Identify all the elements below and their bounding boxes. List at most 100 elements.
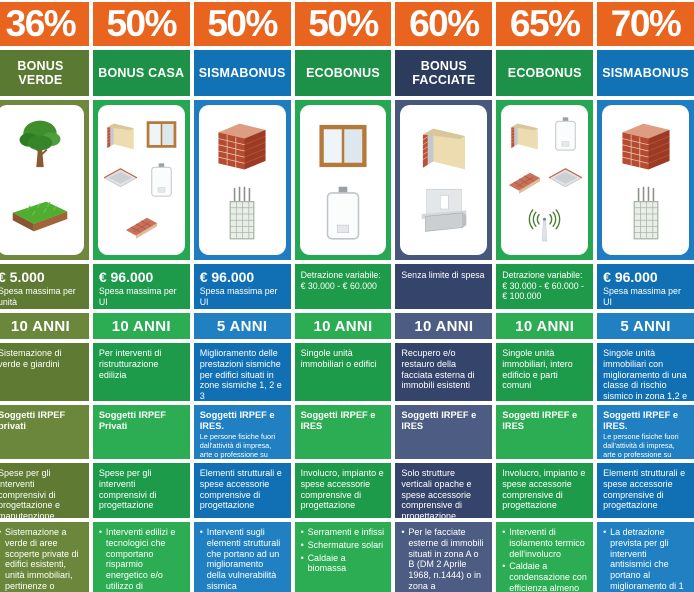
window-icon [142, 115, 181, 154]
covered-expenses: Involucro, impianto e spese accessorie c… [496, 463, 594, 518]
eligible-subjects: Soggetti IRPEF e IRES [395, 405, 493, 459]
eligible-works: Per interventi di ristrutturazione edili… [92, 343, 190, 401]
tree-icon [9, 115, 71, 177]
wall-insulation-icon [505, 115, 544, 154]
intervention-item: Serramenti e infissi [301, 527, 386, 538]
detraction-years: 5 ANNI [193, 313, 291, 339]
illustration-card [299, 105, 387, 255]
limit-amount: € 96.000 [98, 269, 154, 285]
illustration-card [0, 105, 84, 255]
eligible-subjects: Soggetti IRPEF privati [0, 405, 89, 459]
percentage-value: 50% [294, 2, 392, 46]
intervention-item: Sistemazione a verde di aree scoperte pr… [0, 527, 83, 592]
percentage-value: 50% [193, 2, 291, 46]
boiler-icon [142, 161, 181, 200]
bonus-name: ECOBONUS [294, 50, 392, 96]
concrete-column-icon [211, 183, 273, 245]
bonus-column-3: 50% SISMABONUS € 96.000 Spesa massima pe… [193, 2, 291, 592]
superbonus-note: Le persone fisiche fuori dall'attività d… [603, 432, 679, 459]
bonus-name: BONUS FACCIATE [395, 50, 493, 96]
intervention-item: Schermature solari [301, 540, 386, 551]
eligible-subjects: Soggetti IRPEF e IRES [496, 405, 594, 459]
covered-expenses: Elementi strutturali e spese accessorie … [597, 463, 694, 518]
eligible-subjects: Soggetti IRPEF e IRES. Le persone fisich… [193, 405, 291, 459]
bonus-name: BONUS CASA [92, 50, 190, 96]
detraction-years: 10 ANNI [92, 313, 190, 339]
limit-amount: € 96.000 [199, 269, 255, 285]
roof-tiles-icon [122, 206, 161, 245]
illustration-panel [395, 100, 493, 260]
boiler-icon [546, 115, 585, 154]
limit-note: Detrazione variabile: € 30.000 - € 60.00… [502, 270, 584, 302]
eligible-works: Singole unità immobiliari con migliorame… [597, 343, 694, 401]
subjects-label: Soggetti IRPEF privati [0, 410, 66, 432]
spending-limit: Detrazione variabile: € 30.000 - € 60.00… [496, 264, 594, 309]
intervention-item: La detrazione prevista per gli intervent… [603, 527, 688, 592]
illustration-panel [92, 100, 190, 260]
percentage-value: 70% [597, 2, 694, 46]
intervention-item: Caldaie a condensazione con efficienza a… [502, 561, 587, 592]
superbonus-note: Le persone fisiche fuori dall'attività d… [199, 432, 276, 459]
antenna-icon [525, 206, 564, 245]
covered-expenses: Spese per gli interventi comprensivi di … [0, 463, 89, 518]
percentage-value: 36% [0, 2, 89, 46]
illustration-card [602, 105, 689, 255]
limit-note: Spesa massima per UI [199, 286, 278, 307]
subjects-label: Soggetti IRPEF e IRES [401, 410, 477, 432]
spending-limit: € 96.000 Spesa massima per UI [193, 264, 291, 309]
eligible-works: Singole unità immobiliari, intero edific… [496, 343, 594, 401]
detraction-years: 5 ANNI [597, 313, 694, 339]
subjects-label: Soggetti IRPEF e IRES [502, 410, 578, 432]
interventions-list: Interventi edilizi e tecnologici che com… [92, 522, 190, 592]
window-icon [312, 115, 374, 177]
illustration-card [400, 105, 488, 255]
limit-amount: € 5.000 [0, 269, 45, 285]
intervention-item: Interventi edilizi e tecnologici che com… [99, 527, 184, 592]
interventions-list: La detrazione prevista per gli intervent… [597, 522, 694, 592]
subjects-label: Soggetti IRPEF e IRES. [603, 410, 679, 432]
illustration-panel [597, 100, 694, 260]
illustration-panel [294, 100, 392, 260]
detraction-years: 10 ANNI [496, 313, 594, 339]
bonus-column-5: 60% BONUS FACCIATE Senza limite di spesa… [395, 2, 493, 592]
bonus-column-1: 36% BONUS VERDE € 5.000 Spesa massima pe… [0, 2, 89, 592]
subjects-label: Soggetti IRPEF Privati [98, 410, 166, 432]
spending-limit: € 96.000 Spesa massima per UI [92, 264, 190, 309]
detraction-years: 10 ANNI [0, 313, 89, 339]
concrete-column-icon [615, 183, 677, 245]
spending-limit: Senza limite di spesa [395, 264, 493, 309]
roof-tiles-icon [505, 161, 544, 200]
interventions-list: Sistemazione a verde di aree scoperte pr… [0, 522, 89, 592]
bonus-column-7: 70% SISMABONUS € 96.000 Spesa massima pe… [597, 2, 694, 592]
eligible-works: Singole unità immobiliari o edifici [294, 343, 392, 401]
limit-note: Spesa massima per unità [0, 286, 76, 307]
spending-limit: € 5.000 Spesa massima per unità [0, 264, 89, 309]
eligible-subjects: Soggetti IRPEF e IRES [294, 405, 392, 459]
subjects-label: Soggetti IRPEF e IRES. [199, 410, 275, 432]
eligible-subjects: Soggetti IRPEF e IRES. Le persone fisich… [597, 405, 694, 459]
illustration-panel [496, 100, 594, 260]
wall-insulation-icon [413, 115, 475, 177]
covered-expenses: Involucro, impianto e spese accessorie c… [294, 463, 392, 518]
percentage-value: 50% [92, 2, 190, 46]
interventions-list: Serramenti e infissi Schermature solari Ca… [294, 522, 392, 592]
boiler-icon [312, 183, 374, 245]
illustration-card [97, 105, 185, 255]
covered-expenses: Spese per gli interventi comprensivi di … [92, 463, 190, 518]
limit-amount: € 96.000 [603, 269, 658, 285]
intervention-item: Interventi di isolamento termico dell'in… [502, 527, 587, 559]
limit-note: Spesa massima per UI [98, 286, 177, 307]
intervention-item: Interventi sugli elementi strutturali ch… [200, 527, 285, 592]
spending-limit: Detrazione variabile: € 30.000 - € 60.00… [294, 264, 392, 309]
detraction-years: 10 ANNI [294, 313, 392, 339]
subjects-label: Soggetti IRPEF e IRES [300, 410, 376, 432]
bonus-column-2: 50% BONUS CASA € 96.000 Spesa massima pe… [92, 2, 190, 592]
bonus-name: SISMABONUS [597, 50, 694, 96]
limit-note: Spesa massima per UI [603, 286, 681, 307]
illustration-panel [0, 100, 89, 260]
spending-limit: € 96.000 Spesa massima per UI [597, 264, 694, 309]
illustration-card [501, 105, 589, 255]
eligible-works: Miglioramento delle prestazioni sismiche… [193, 343, 291, 401]
bonus-column-4: 50% ECOBONUS Detrazione variabile: € 30.… [294, 2, 392, 592]
